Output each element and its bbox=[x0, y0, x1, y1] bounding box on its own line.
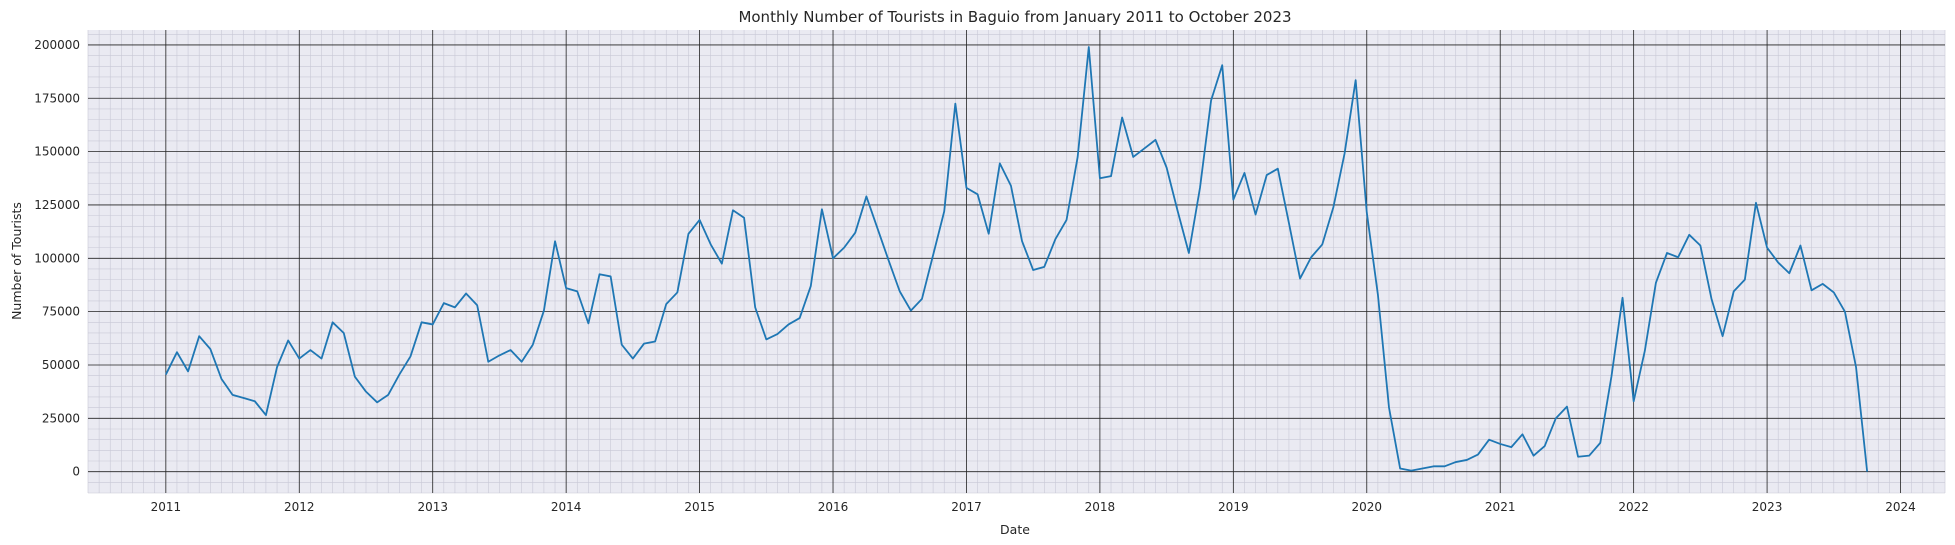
series-line bbox=[165, 46, 1869, 472]
y-axis-label: Number of Tourists bbox=[9, 202, 24, 320]
y-axis-ticks: 0 25000 50000 75000 100000 125000 150000 175000… bbox=[34, 38, 80, 479]
y-tick-label: 0 bbox=[72, 465, 80, 479]
y-tick-label: 100000 bbox=[34, 251, 80, 265]
x-tick-label: 2012 bbox=[284, 500, 315, 514]
y-tick-label: 50000 bbox=[42, 358, 80, 372]
x-tick-label: 2020 bbox=[1351, 500, 1382, 514]
x-tick-label: 2011 bbox=[151, 500, 182, 514]
x-tick-label: 2018 bbox=[1085, 500, 1116, 514]
minor-grid bbox=[87, 30, 1946, 494]
plot-background bbox=[88, 30, 1945, 493]
x-tick-label: 2021 bbox=[1485, 500, 1516, 514]
x-tick-label: 2017 bbox=[951, 500, 982, 514]
x-tick-label: 2022 bbox=[1618, 500, 1649, 514]
x-tick-label: 2024 bbox=[1885, 500, 1916, 514]
x-axis-label: Date bbox=[1000, 522, 1030, 537]
major-grid bbox=[88, 30, 1945, 493]
data-lines bbox=[165, 46, 1869, 472]
x-tick-label: 2016 bbox=[818, 500, 849, 514]
x-axis-ticks: 2011 2012 2013 2014 2015 2016 2017 2018 2019 2020… bbox=[151, 500, 1916, 514]
x-tick-label: 2013 bbox=[417, 500, 448, 514]
y-tick-label: 200000 bbox=[34, 38, 80, 52]
y-tick-label: 125000 bbox=[34, 198, 80, 212]
x-tick-label: 2023 bbox=[1752, 500, 1783, 514]
chart-title: Monthly Number of Tourists in Baguio fro… bbox=[738, 8, 1291, 26]
x-tick-label: 2014 bbox=[551, 500, 582, 514]
x-tick-label: 2015 bbox=[684, 500, 715, 514]
y-tick-label: 175000 bbox=[34, 91, 80, 105]
y-tick-label: 150000 bbox=[34, 145, 80, 159]
y-tick-label: 25000 bbox=[42, 411, 80, 425]
y-tick-label: 75000 bbox=[42, 305, 80, 319]
x-tick-label: 2019 bbox=[1218, 500, 1249, 514]
